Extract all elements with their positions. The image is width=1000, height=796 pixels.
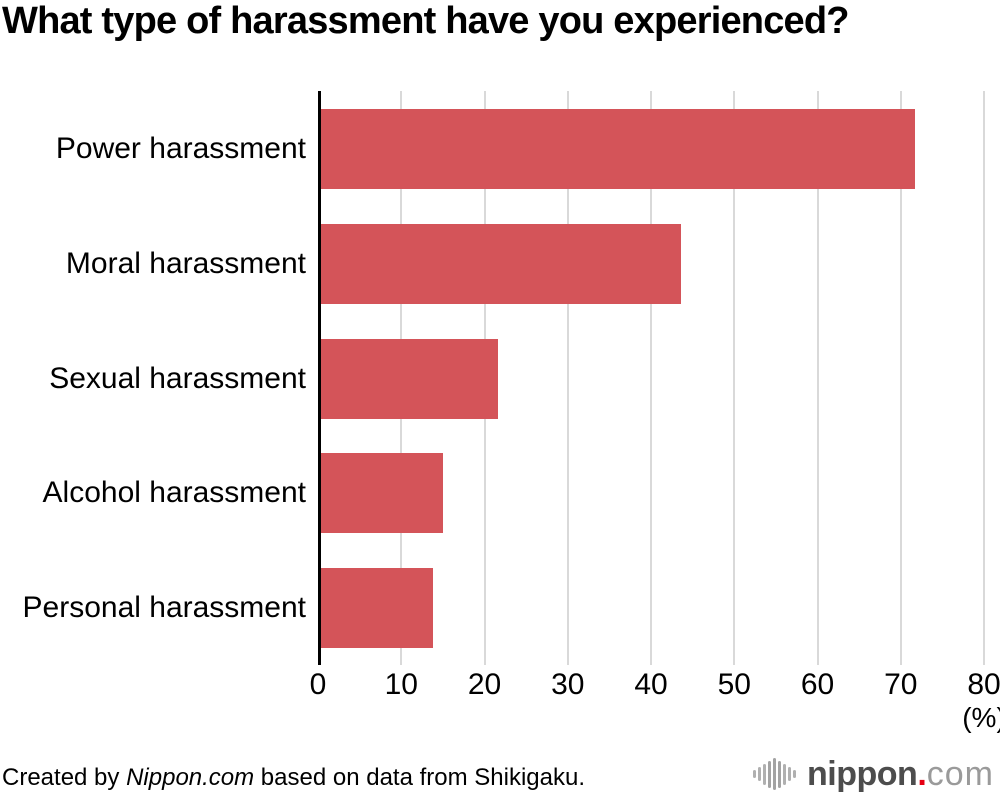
category-label-sexual-harassment: Sexual harassment bbox=[49, 361, 306, 395]
chart-title: What type of harassment have you experie… bbox=[2, 0, 850, 42]
gridline-40 bbox=[650, 91, 652, 665]
category-label-alcohol-harassment: Alcohol harassment bbox=[42, 476, 306, 510]
y-axis-line bbox=[318, 91, 321, 665]
credit-prefix: Created by bbox=[2, 764, 127, 791]
waveform-icon bbox=[753, 758, 798, 790]
bar-power-harassment bbox=[321, 109, 916, 189]
bar-alcohol-harassment bbox=[321, 453, 443, 534]
plot-area bbox=[318, 91, 985, 665]
x-tick-label-10: 10 bbox=[384, 668, 418, 701]
category-label-power-harassment: Power harassment bbox=[55, 132, 306, 165]
x-tick-label-80: 80 bbox=[967, 668, 1000, 701]
nippon-logo: nippon. com bbox=[753, 752, 994, 796]
logo-text-bold: nippon bbox=[807, 754, 918, 793]
x-axis-unit-label: (%) bbox=[962, 702, 1000, 733]
x-tick-label-60: 60 bbox=[800, 668, 835, 701]
gridline-80 bbox=[983, 91, 985, 665]
logo-text-light: com bbox=[926, 754, 994, 793]
credit-line: Created by Nippon.com based on data from… bbox=[2, 764, 585, 792]
credit-suffix: based on data from Shikigaku. bbox=[254, 764, 586, 791]
gridline-50 bbox=[733, 91, 736, 665]
x-tick-label-50: 50 bbox=[717, 668, 751, 701]
x-tick-label-70: 70 bbox=[884, 668, 918, 701]
x-tick-label-30: 30 bbox=[551, 668, 585, 701]
gridline-60 bbox=[816, 91, 819, 665]
gridline-30 bbox=[566, 91, 569, 665]
bar-personal-harassment bbox=[321, 568, 433, 648]
logo-dot: . bbox=[917, 754, 927, 793]
x-tick-label-20: 20 bbox=[467, 668, 502, 701]
bar-moral-harassment bbox=[321, 223, 682, 304]
category-label-moral-harassment: Moral harassment bbox=[65, 246, 306, 280]
gridline-70 bbox=[899, 91, 902, 665]
x-axis-tick-labels: 0 10 20 30 40 50 60 70 80 bbox=[310, 668, 1000, 704]
category-label-personal-harassment: Personal harassment bbox=[22, 591, 306, 624]
bar-sexual-harassment bbox=[321, 338, 499, 419]
x-tick-label-40: 40 bbox=[634, 668, 668, 701]
category-labels: Power harassment Moral harassment Sexual h… bbox=[0, 91, 306, 665]
x-tick-label-0: 0 bbox=[309, 668, 327, 701]
credit-source: Nippon.com bbox=[126, 764, 255, 791]
